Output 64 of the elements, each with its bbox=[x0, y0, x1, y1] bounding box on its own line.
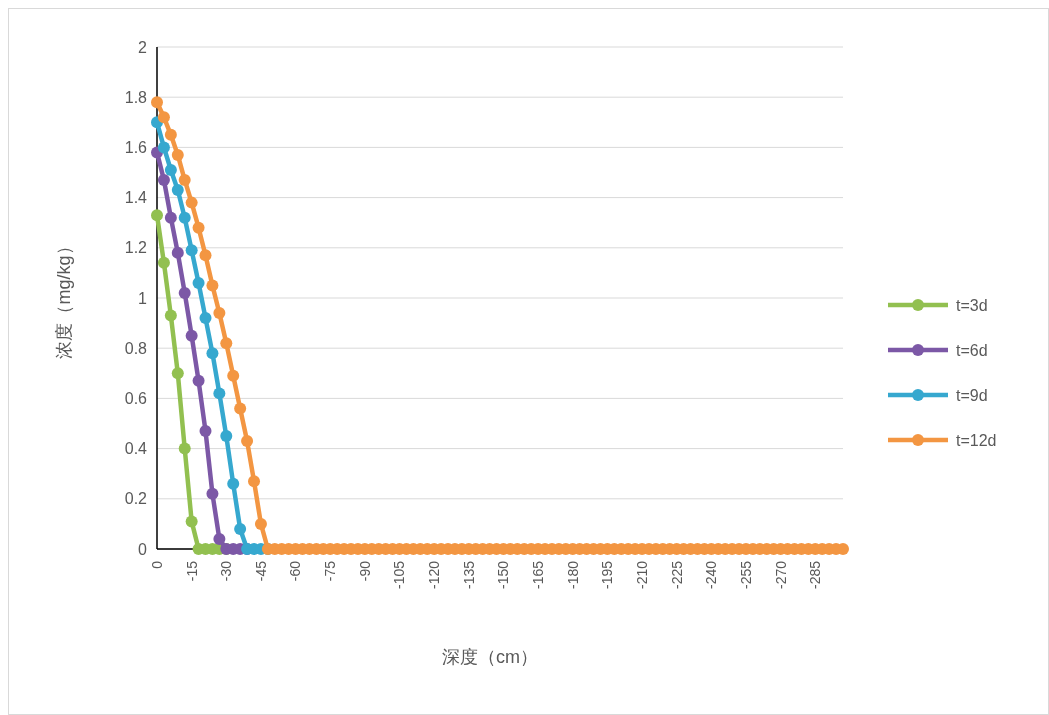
x-tick-label: -105 bbox=[391, 560, 408, 590]
point bbox=[171, 184, 184, 197]
x-tick-label: -225 bbox=[668, 560, 685, 590]
y-tick-label: 0.8 bbox=[124, 339, 148, 357]
x-tick-label: -135 bbox=[460, 560, 477, 590]
x-tick-label: -45 bbox=[252, 560, 269, 582]
point bbox=[178, 286, 191, 299]
x-tick-label: -255 bbox=[737, 560, 754, 590]
point bbox=[234, 522, 247, 535]
x-tick-label: -285 bbox=[807, 560, 824, 590]
point bbox=[178, 442, 191, 455]
point bbox=[171, 367, 184, 380]
point bbox=[185, 515, 198, 528]
point bbox=[199, 425, 212, 438]
point bbox=[171, 246, 184, 259]
point bbox=[199, 312, 212, 325]
x-tick-label: -30 bbox=[218, 560, 235, 582]
y-tick-label: 1.8 bbox=[124, 88, 148, 106]
x-tick-label: -165 bbox=[530, 560, 547, 590]
point bbox=[220, 430, 233, 443]
point bbox=[185, 244, 198, 257]
x-tick-label: -120 bbox=[426, 560, 443, 590]
y-tick-label: 1.6 bbox=[124, 139, 148, 156]
y-axis-title: 浓度（mg/kg） bbox=[54, 237, 74, 359]
x-tick-label: -180 bbox=[564, 560, 581, 590]
point bbox=[213, 387, 226, 400]
y-tick-label: 1.2 bbox=[124, 239, 148, 257]
point bbox=[185, 329, 198, 342]
legend-label: t=3d bbox=[956, 296, 988, 314]
y-tick-label: 1 bbox=[138, 289, 148, 307]
y-tick-label: 1.4 bbox=[124, 189, 148, 207]
x-tick-label: -240 bbox=[703, 560, 720, 590]
point bbox=[206, 487, 219, 500]
y-tick-label: 0 bbox=[138, 540, 148, 558]
x-tick-label: -150 bbox=[495, 560, 512, 590]
point bbox=[192, 276, 205, 289]
point bbox=[164, 211, 177, 224]
x-tick-label: -60 bbox=[287, 560, 304, 582]
y-tick-label: 0.4 bbox=[124, 440, 148, 458]
legend-label: t=12d bbox=[956, 431, 997, 449]
y-tick-label: 0.6 bbox=[124, 390, 148, 407]
x-tick-label: -210 bbox=[633, 560, 650, 590]
x-tick-label: -195 bbox=[599, 560, 616, 590]
x-tick-label: -75 bbox=[322, 560, 339, 582]
x-tick-label: 0 bbox=[148, 560, 165, 569]
legend-label: t=9d bbox=[956, 386, 988, 404]
point bbox=[157, 256, 170, 269]
point bbox=[206, 347, 219, 360]
y-tick-label: 0.2 bbox=[124, 490, 148, 508]
x-axis-title: 深度（cm） bbox=[442, 647, 538, 667]
point bbox=[192, 374, 205, 387]
x-tick-label: -90 bbox=[356, 560, 373, 582]
point bbox=[213, 532, 226, 545]
point bbox=[151, 209, 163, 222]
point bbox=[178, 211, 191, 224]
y-tick-label: 2 bbox=[138, 38, 148, 56]
point bbox=[164, 163, 177, 176]
point bbox=[157, 141, 170, 154]
point bbox=[227, 477, 240, 490]
legend-label: t=6d bbox=[956, 341, 988, 359]
x-tick-label: -15 bbox=[183, 560, 200, 582]
point bbox=[164, 309, 177, 322]
x-tick-label: -270 bbox=[772, 560, 789, 590]
point bbox=[157, 174, 170, 187]
